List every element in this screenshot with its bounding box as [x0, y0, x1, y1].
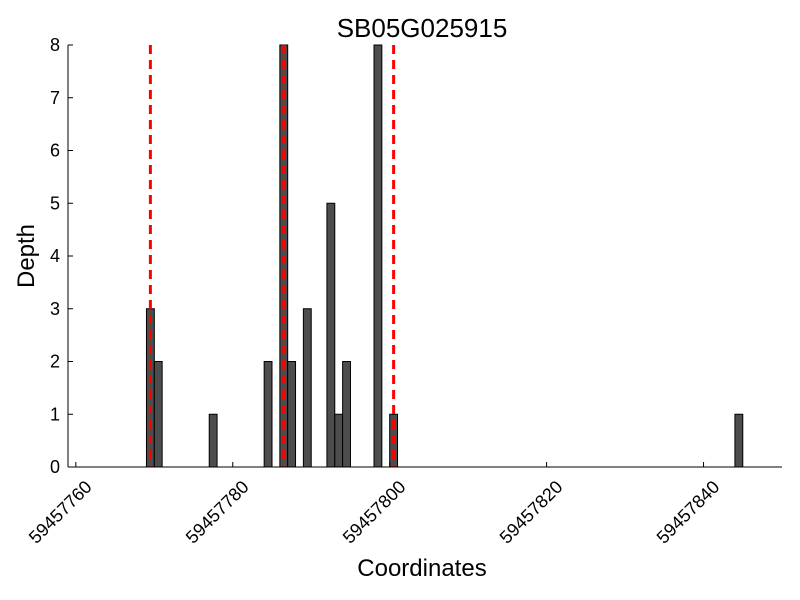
- y-tick-label-7: 7: [50, 88, 60, 108]
- bar-6: [302, 308, 312, 468]
- plot-area: 0 1 2 3 4 5 6 7 8 59457760 59457780 59457800 5945782…: [25, 35, 782, 548]
- y-tick-label-4: 4: [50, 246, 60, 266]
- x-tick-label-59457760: 59457760: [25, 477, 96, 548]
- bar-12: [734, 413, 744, 468]
- y-tick-label-3: 3: [50, 299, 60, 319]
- x-tick-label-59457840: 59457840: [653, 477, 724, 548]
- y-tick-label-8: 8: [50, 35, 60, 55]
- y-tick-label-2: 2: [50, 352, 60, 372]
- y-tick-label-5: 5: [50, 193, 60, 213]
- y-tick-label-1: 1: [50, 404, 60, 424]
- x-axis-label: Coordinates: [357, 555, 486, 582]
- y-tick-label-0: 0: [50, 457, 60, 477]
- bar-2: [208, 413, 218, 468]
- bar-9: [342, 361, 351, 468]
- x-tick-label-59457800: 59457800: [339, 477, 410, 548]
- x-tick-label-59457820: 59457820: [496, 477, 567, 548]
- y-axis-label: Depth: [13, 224, 40, 288]
- bar-7: [326, 202, 336, 468]
- bar-3: [263, 361, 273, 468]
- bar-10: [373, 44, 383, 468]
- x-tick-label-59457780: 59457780: [182, 477, 253, 548]
- chart-title: SB05G025915: [337, 13, 508, 43]
- y-tick-label-6: 6: [50, 141, 60, 161]
- bar-5: [287, 361, 297, 468]
- bar-1: [153, 361, 163, 468]
- bar-8: [334, 413, 344, 468]
